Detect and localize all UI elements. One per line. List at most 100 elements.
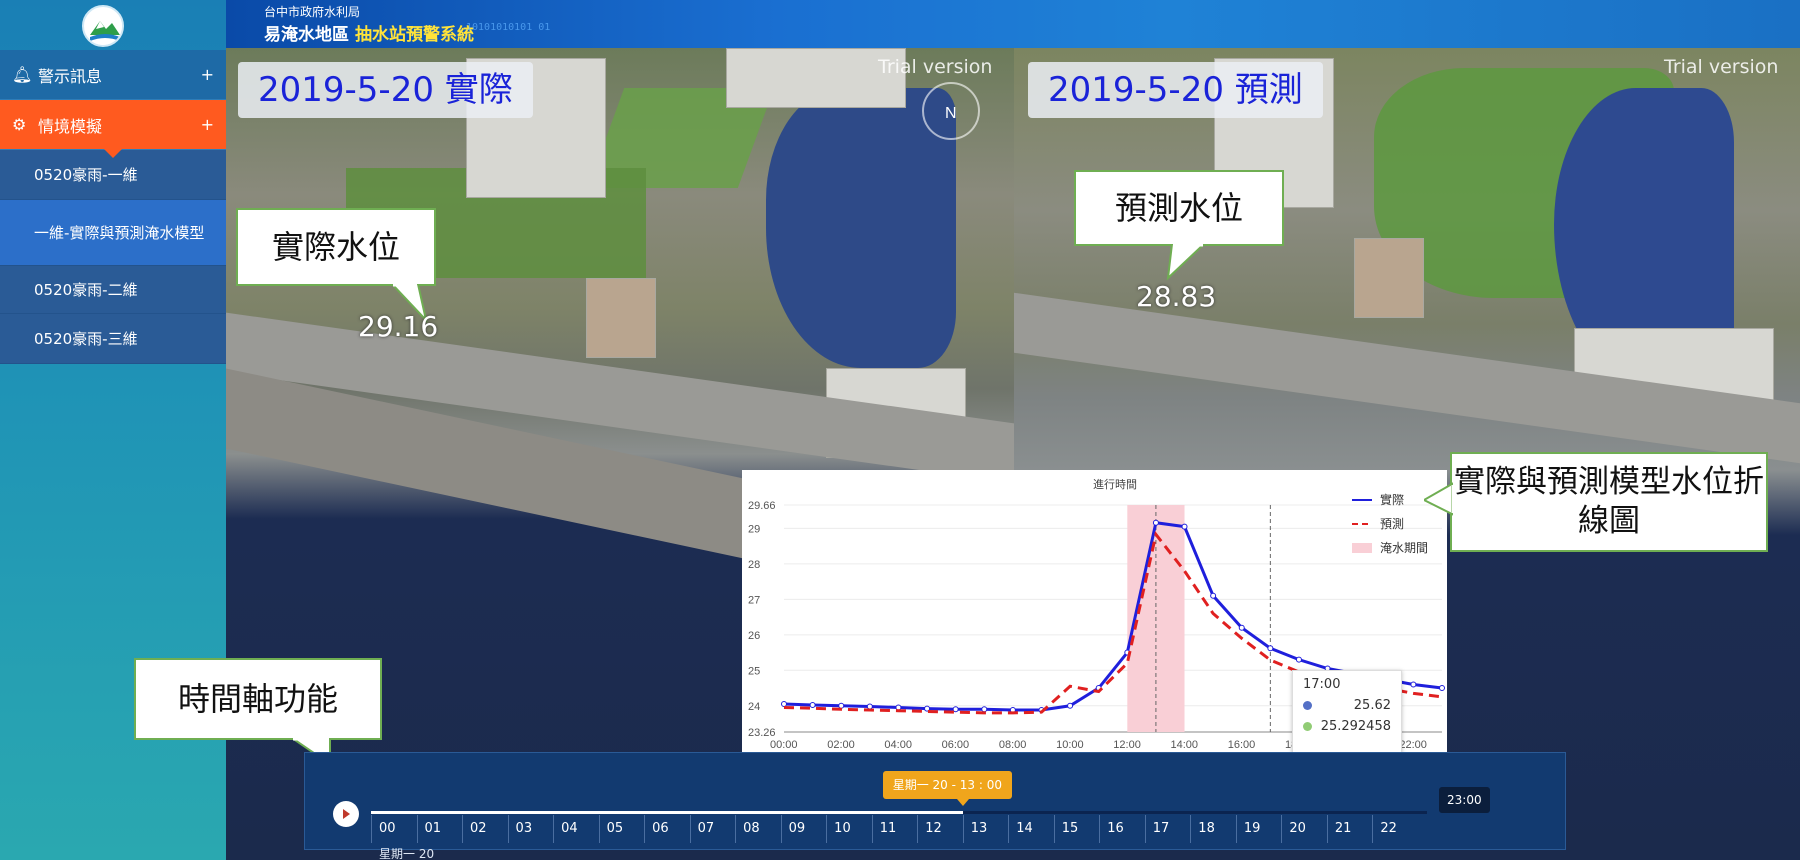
map-river (766, 88, 956, 368)
hour-tick (1281, 815, 1283, 843)
tooltip-dot-icon (1303, 722, 1312, 731)
actual-water-level: 29.16 (358, 310, 439, 343)
legend-label: 實際 (1380, 492, 1404, 507)
x-tick-label: 12:00 (1113, 739, 1141, 751)
hour-label[interactable]: 16 (1107, 821, 1124, 836)
svg-text:N: N (945, 105, 957, 122)
menu-scenario[interactable]: ⚙︎ 情境模擬 + (0, 100, 226, 158)
header-org: 台中市政府水利局 (264, 5, 361, 19)
legend-label: 預測 (1380, 517, 1404, 531)
y-tick-label: 28 (748, 559, 760, 571)
tooltip-dot-icon (1303, 701, 1312, 710)
data-point (952, 706, 959, 713)
y-tick-label: 29.66 (748, 500, 776, 512)
expand-icon[interactable]: + (200, 65, 214, 84)
timeline-day-label: 星期一 20 (379, 847, 435, 860)
hour-label[interactable]: 12 (925, 821, 942, 836)
data-point (981, 706, 988, 713)
callout-tail-icon (1166, 244, 1206, 281)
hour-label[interactable]: 05 (606, 821, 624, 836)
sub-item-0520-1d[interactable]: 0520豪雨-一維 (0, 150, 226, 200)
hour-tick (1235, 815, 1237, 843)
hour-label[interactable]: 01 (424, 821, 442, 836)
x-tick-label: 02:00 (827, 739, 855, 751)
hour-label[interactable]: 21 (1334, 821, 1352, 836)
hour-tick (1372, 815, 1374, 843)
cursor-pointer-icon (956, 799, 969, 806)
sub-item-0520-3d[interactable]: 0520豪雨-三維 (0, 314, 226, 364)
x-tick-label: 06:00 (942, 739, 970, 751)
data-point (1295, 656, 1302, 663)
water-level-chart[interactable]: 進行時間 29.66 29 28 27 26 25 24 23.26 00:00 02:00 04:0… (742, 470, 1447, 758)
timeline-track[interactable] (371, 811, 1427, 814)
play-icon (343, 809, 350, 819)
map-building (726, 48, 906, 108)
hour-label[interactable]: 15 (1061, 821, 1079, 836)
play-button[interactable] (333, 801, 359, 827)
x-tick-label: 14:00 (1171, 739, 1199, 751)
hour-tick (462, 815, 464, 843)
data-point (924, 705, 931, 712)
data-point (1238, 624, 1245, 631)
hour-label[interactable]: 20 (1289, 821, 1306, 836)
data-point (866, 703, 873, 710)
hour-tick (371, 815, 372, 843)
data-point (1267, 645, 1274, 652)
hour-label[interactable]: 07 (697, 821, 715, 836)
hour-tick (507, 815, 509, 843)
hour-tick (962, 815, 964, 843)
hour-tick (1144, 815, 1146, 843)
hour-tick (917, 815, 919, 843)
sub-item-0520-2d[interactable]: 0520豪雨-二維 (0, 266, 226, 314)
predicted-date-label: 2019-5-20 預測 (1028, 62, 1323, 118)
timeline-bar[interactable]: 00 01 02 03 04 05 06 07 08 09 10 11 12 13 14 15 16 17 18 19… (304, 752, 1566, 860)
hour-label[interactable]: 06 (652, 821, 669, 836)
menu-alerts-label: 警示訊息 (38, 66, 103, 86)
x-tick-label: 08:00 (999, 739, 1027, 751)
hour-label[interactable]: 22 (1380, 821, 1397, 836)
hour-label[interactable]: 17 (1152, 821, 1170, 836)
hour-label[interactable]: 02 (470, 821, 487, 836)
compass-icon[interactable]: N (916, 76, 986, 146)
hour-tick (1053, 815, 1055, 843)
hour-label[interactable]: 00 (379, 821, 396, 836)
sub-item-1d-compare[interactable]: 一維-實際與預測淹水模型 (0, 200, 226, 266)
header-title: 易淹水地區 抽水站預警系統 (264, 20, 474, 45)
x-tick-label: 16:00 (1228, 739, 1256, 751)
header-banner: 台中市政府水利局 易淹水地區 抽水站預警系統 10101010101 01 (226, 0, 1800, 48)
chart-tooltip: 17:00 25.62 25.292458 (1292, 670, 1402, 756)
hour-label[interactable]: 09 (788, 821, 806, 836)
timeline-hours: 00 01 02 03 04 05 06 07 08 09 10 11 12 13 14 15 16 17 18 19… (371, 815, 1427, 843)
menu-alerts[interactable]: 🔔︎ 警示訊息 + (0, 50, 226, 100)
hour-tick (416, 815, 418, 843)
hour-label[interactable]: 19 (1243, 821, 1261, 836)
x-tick-label: 04:00 (884, 739, 912, 751)
chart-callout: 實際與預測模型水位折線圖 (1450, 452, 1768, 552)
hour-label[interactable]: 10 (834, 821, 851, 836)
header-binary-decor: 10101010101 01 (466, 22, 551, 33)
hour-label[interactable]: 03 (515, 821, 533, 836)
data-point (1067, 702, 1074, 709)
tooltip-time: 17:00 (1303, 677, 1341, 692)
x-tick-label: 00:00 (770, 739, 798, 751)
data-point (1181, 523, 1188, 530)
hour-label[interactable]: 11 (879, 821, 897, 836)
data-point (1152, 519, 1159, 526)
hour-tick (780, 815, 782, 843)
hour-label[interactable]: 14 (1016, 821, 1033, 836)
hour-label[interactable]: 13 (970, 821, 988, 836)
header-title-highlight: 抽水站預警系統 (355, 25, 474, 45)
expand-icon[interactable]: + (200, 115, 214, 134)
callout-tail-icon (392, 284, 428, 324)
hour-tick (1008, 815, 1010, 843)
callout-tail-icon (1424, 482, 1454, 516)
mountain-logo-icon (86, 9, 122, 45)
hour-label[interactable]: 08 (743, 821, 760, 836)
tooltip-row: 25.292458 (1303, 719, 1391, 734)
timeline-cursor-label[interactable]: 星期一 20 - 13 : 00 (882, 771, 1012, 799)
series-line-predicted (783, 531, 1443, 715)
hour-label[interactable]: 04 (561, 821, 578, 836)
hour-tick (689, 815, 691, 843)
data-point (1439, 685, 1445, 692)
hour-label[interactable]: 18 (1198, 821, 1215, 836)
